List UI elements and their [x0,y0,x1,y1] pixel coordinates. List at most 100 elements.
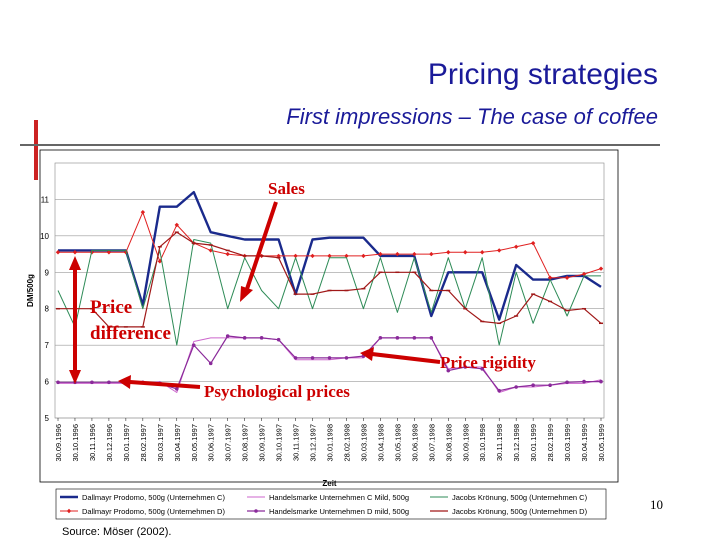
y-tick-label: 10 [40,232,49,241]
annotation-sales: Sales [268,179,305,198]
x-tick-label: 30.07.1998 [427,424,436,462]
annotation-psychological-prices: Psychological prices [204,382,350,401]
legend-label: Handelsmarke Unternehmen C Mild, 500g [269,493,409,502]
data-point [242,336,247,340]
price-rigidity-arrow [371,352,441,364]
data-point [412,251,417,257]
data-point [293,253,298,259]
data-point [123,250,129,255]
data-point [56,380,60,385]
legend-label: Dallmayr Prodomo, 500g (Unternehmen D) [82,507,225,516]
data-point [565,380,569,385]
x-tick-label: 30.09.1997 [258,424,267,462]
legend-label: Jacobs Krönung, 500g (Unternehmen D) [452,507,588,516]
x-tick-label: 30.03.1998 [359,424,368,462]
price-rigidity-arrowhead [360,347,374,361]
legend-label: Jacobs Krönung, 500g (Unternehmen C) [452,493,588,502]
series-line-5 [57,239,601,346]
x-tick-label: 30.11.1998 [495,424,504,461]
data-point [174,387,179,391]
sales-arrow [244,201,278,293]
x-tick-label: 28.02.1997 [139,424,148,462]
y-tick-label: 7 [45,341,50,350]
y-tick-label: 5 [45,414,50,423]
data-point [514,385,518,389]
data-point [225,251,230,257]
slide-title: Pricing strategies [427,58,658,91]
data-point [598,266,604,271]
data-point [548,383,552,388]
x-tick-label: 30.06.1997 [207,424,216,462]
slide-subtitle: First impressions – The case of coffee [286,104,658,129]
x-tick-label: 30.03.1997 [156,424,165,462]
y-tick-label: 9 [45,268,50,277]
source-note: Source: Möser (2002). [62,526,172,538]
data-point [446,368,451,373]
data-point [530,240,536,246]
data-point [90,380,94,385]
data-point [480,250,485,255]
annotation-price-difference-1: Price [90,297,132,318]
data-point [429,336,434,340]
x-tick-label: 30.06.1998 [410,424,419,462]
data-point [327,253,332,259]
x-tick-label: 28.02.1998 [342,424,351,462]
x-tick-label: 30.04.1997 [173,424,182,462]
data-point [293,356,298,360]
psychological-prices-arrowhead [118,375,131,389]
data-point [463,250,468,255]
data-point [395,336,400,340]
x-tick-label: 30.03.1999 [563,424,572,462]
data-point [225,334,230,338]
x-tick-label: 30.12.1996 [105,424,114,462]
accent-bar [34,120,38,180]
data-point [531,383,535,388]
y-tick-label: 11 [41,195,50,204]
x-tick-label: 30.10.1996 [71,424,80,462]
data-point [310,253,315,259]
series-line-1 [58,190,602,321]
data-point [497,388,501,393]
legend-marker [66,508,72,514]
legend-marker [254,509,258,513]
data-point [72,250,78,255]
data-point [259,336,264,340]
data-point [547,275,553,280]
data-point [106,250,112,255]
y-tick-label: 8 [45,305,50,314]
data-point [361,253,366,259]
x-tick-label: 28.02.1999 [546,424,555,462]
x-tick-label: 30.05.1999 [597,424,606,462]
data-point [463,365,468,369]
price-difference-arrowhead-down [69,370,81,384]
data-point [496,248,502,253]
x-tick-label: 30.09.1996 [54,424,63,462]
data-point [174,222,179,228]
x-tick-label: 30.11.1997 [292,424,301,461]
data-point [395,251,400,257]
annotation-price-difference-2: difference [90,323,171,344]
price-difference-arrowhead-up [69,256,81,270]
x-tick-label: 30.04.1999 [580,424,589,462]
x-tick-label: 30.01.1999 [529,424,538,462]
title-rule [20,144,660,146]
legend-label: Dallmayr Prodomo, 500g (Unternehmen C) [82,493,225,502]
x-tick-label: 30.05.1998 [393,424,402,462]
data-point [344,253,349,259]
data-point [513,244,519,249]
data-point [55,250,61,255]
x-tick-label: 30.12.1997 [309,424,318,462]
data-point [412,336,417,340]
data-point [599,379,603,384]
x-tick-label: 30.08.1998 [444,424,453,462]
data-point [378,336,383,340]
x-tick-label: 30.05.1997 [190,424,199,462]
data-point [581,271,587,277]
sales-arrowhead [240,286,253,302]
x-tick-label: 30.01.1998 [326,424,335,462]
data-point [429,251,434,257]
data-point [480,367,485,371]
legend-label: Handelsmarke Unternehmen D mild, 500g [269,507,409,516]
data-point [208,361,213,366]
